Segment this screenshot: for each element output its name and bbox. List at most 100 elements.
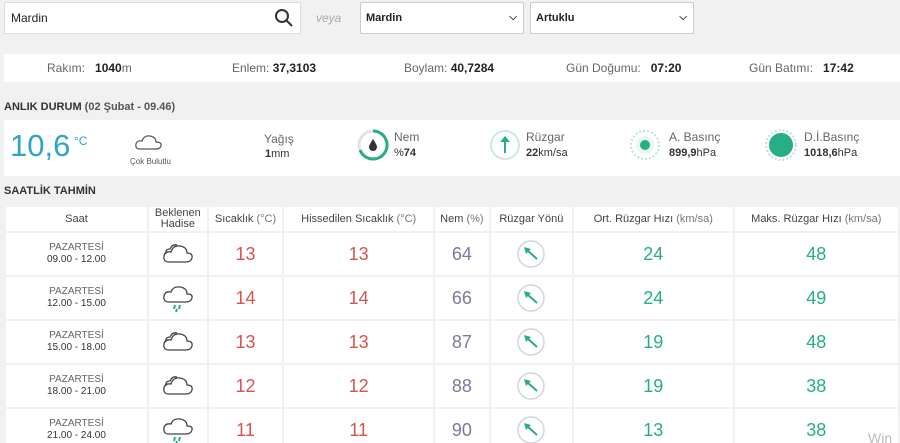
rain-cloud-icon xyxy=(163,286,193,312)
longitude: Boylam: 40,7284 xyxy=(404,61,495,75)
event-cell xyxy=(148,409,207,443)
max-wind-cell: 49 xyxy=(734,277,898,319)
temperature-cell: 11 xyxy=(208,409,283,443)
wind-arrow-icon xyxy=(517,328,546,356)
province-select-value: Mardin xyxy=(366,12,403,24)
col-header-max-wind: Maks. Rüzgar Hızı (km/sa) xyxy=(734,207,898,231)
time-range: 21.00 - 24.00 xyxy=(46,430,106,441)
hourly-forecast-table: Saat Beklenen Hadise Sıcaklık (°C) Hissed… xyxy=(4,205,900,443)
wind-direction-icon xyxy=(490,130,520,160)
time-cell: PAZARTESİ 21.00 - 24.00 xyxy=(6,409,147,443)
wind-direction-cell xyxy=(490,321,573,363)
district-select[interactable]: Artuklu ⌵ xyxy=(530,2,694,34)
table-row: PAZARTESİ 15.00 - 18.00 13 13 87 19 48 xyxy=(6,321,898,363)
humidity-value: %74 xyxy=(394,147,417,159)
rain-cloud-icon xyxy=(163,418,193,443)
event-cell xyxy=(148,277,207,319)
province-select[interactable]: Mardin ⌵ xyxy=(360,2,524,34)
current-conditions: 10,6 °C Çok Bulutlu Yağış 1mm Nem %74 Rü… xyxy=(4,120,900,176)
humidity-cell: 90 xyxy=(435,409,489,443)
max-wind-cell: 48 xyxy=(734,233,898,275)
cloud-icon xyxy=(163,332,193,351)
sea-level-pressure-icon xyxy=(765,129,797,161)
cloud-icon xyxy=(163,244,193,263)
event-cell xyxy=(148,321,207,363)
table-header-row: Saat Beklenen Hadise Sıcaklık (°C) Hissed… xyxy=(6,207,898,231)
wind-arrow-icon xyxy=(517,416,546,443)
chevron-down-icon: ⌵ xyxy=(509,12,517,23)
pressure-label: A. Basınç xyxy=(669,130,721,144)
wind-arrow-icon xyxy=(517,372,546,400)
search-icon[interactable] xyxy=(274,8,294,28)
location-info-bar: Rakım: 1040m Enlem: 37,3103 Boylam: 40,7… xyxy=(4,54,900,82)
max-wind-cell: 38 xyxy=(734,365,898,407)
humidity-cell: 88 xyxy=(435,365,489,407)
humidity-cell: 66 xyxy=(435,277,489,319)
max-wind-cell: 38 xyxy=(734,409,898,443)
wind-value: 22km/sa xyxy=(526,147,568,159)
feels-like-cell: 14 xyxy=(284,277,434,319)
latitude: Enlem: 37,3103 xyxy=(232,61,317,75)
col-header-temperature: Sıcaklık (°C) xyxy=(208,207,283,231)
avg-wind-cell: 24 xyxy=(574,233,733,275)
wind-direction-cell xyxy=(490,365,573,407)
day-label: PAZARTESİ xyxy=(49,330,104,341)
search-box[interactable] xyxy=(4,2,301,34)
wind-direction-cell xyxy=(490,409,573,443)
table-row: PAZARTESİ 12.00 - 15.00 14 14 66 24 49 xyxy=(6,277,898,319)
current-temperature: 10,6 xyxy=(10,128,71,163)
col-header-humidity: Nem (%) xyxy=(435,207,489,231)
avg-wind-cell: 19 xyxy=(574,321,733,363)
avg-wind-cell: 19 xyxy=(574,365,733,407)
col-header-feels-like: Hissedilen Sıcaklık (°C) xyxy=(284,207,434,231)
wind-direction-cell xyxy=(490,233,573,275)
day-label: PAZARTESİ xyxy=(49,242,104,253)
avg-wind-cell: 13 xyxy=(574,409,733,443)
feels-like-cell: 13 xyxy=(284,321,434,363)
table-row: PAZARTESİ 18.00 - 21.00 12 12 88 19 38 xyxy=(6,365,898,407)
feels-like-cell: 13 xyxy=(284,233,434,275)
temperature-cell: 12 xyxy=(208,365,283,407)
col-header-wind-direction: Rüzgar Yönü xyxy=(490,207,573,231)
time-range: 15.00 - 18.00 xyxy=(46,342,106,353)
temperature-cell: 14 xyxy=(208,277,283,319)
current-condition: Çok Bulutlu xyxy=(130,157,171,166)
search-input[interactable] xyxy=(5,11,265,25)
col-header-event: Beklenen Hadise xyxy=(148,207,207,231)
hourly-section-title: SAATLİK TAHMİN xyxy=(4,185,96,197)
chevron-down-icon: ⌵ xyxy=(679,12,687,23)
wind-arrow-icon xyxy=(517,240,546,268)
time-cell: PAZARTESİ 12.00 - 15.00 xyxy=(6,277,147,319)
district-select-value: Artuklu xyxy=(536,12,575,24)
time-cell: PAZARTESİ 09.00 - 12.00 xyxy=(6,233,147,275)
sea-level-pressure-label: D.İ.Basınç xyxy=(804,130,860,144)
sunset: Gün Batımı: 17:42 xyxy=(749,61,854,75)
temperature-cell: 13 xyxy=(208,321,283,363)
temperature-cell: 13 xyxy=(208,233,283,275)
time-range: 18.00 - 21.00 xyxy=(46,386,106,397)
wind-direction-cell xyxy=(490,277,573,319)
wind-arrow-icon xyxy=(517,284,546,312)
cloud-icon xyxy=(163,376,193,395)
table-row: PAZARTESİ 21.00 - 24.00 11 11 90 13 38 xyxy=(6,409,898,443)
or-label: veya xyxy=(316,11,342,25)
time-range: 12.00 - 15.00 xyxy=(46,298,106,309)
event-cell xyxy=(148,365,207,407)
col-header-time: Saat xyxy=(6,207,147,231)
time-cell: PAZARTESİ 18.00 - 21.00 xyxy=(6,365,147,407)
event-cell xyxy=(148,233,207,275)
humidity-label: Nem xyxy=(394,130,420,144)
col-header-avg-wind: Ort. Rüzgar Hızı (km/sa) xyxy=(574,207,733,231)
cloud-icon xyxy=(135,135,162,150)
humidity-cell: 87 xyxy=(435,321,489,363)
table-row: PAZARTESİ 09.00 - 12.00 13 13 64 24 48 xyxy=(6,233,898,275)
feels-like-cell: 11 xyxy=(284,409,434,443)
day-label: PAZARTESİ xyxy=(49,374,104,385)
temperature-unit: °C xyxy=(74,134,88,148)
precipitation-value: 1mm xyxy=(265,148,290,160)
feels-like-cell: 12 xyxy=(284,365,434,407)
sunrise: Gün Doğumu: 07:20 xyxy=(566,61,682,75)
current-section-title: ANLIK DURUM (02 Şubat - 09.46) xyxy=(4,101,176,113)
time-cell: PAZARTESİ 15.00 - 18.00 xyxy=(6,321,147,363)
day-label: PAZARTESİ xyxy=(49,286,104,297)
